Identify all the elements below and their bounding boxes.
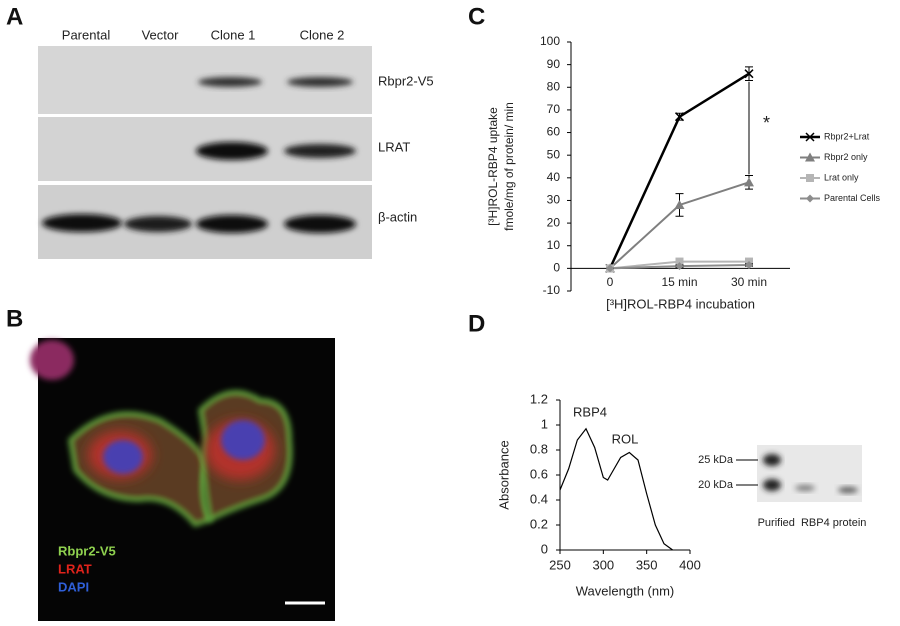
- legend-text: Rbpr2 only: [824, 152, 868, 162]
- western-blot: [38, 46, 372, 259]
- y-tick-label: 0: [541, 541, 548, 556]
- marker: [674, 199, 685, 209]
- cell: [30, 340, 74, 380]
- nucleus: [221, 420, 265, 460]
- band: [42, 214, 122, 232]
- y-tick-label: -10: [543, 283, 561, 297]
- marker: [806, 194, 814, 203]
- row-label: Rbpr2-V5: [378, 73, 434, 88]
- y-tick-label: 100: [540, 34, 560, 48]
- legend-text: Parental Cells: [824, 193, 881, 203]
- band: [198, 77, 262, 87]
- annotation: *: [763, 113, 770, 133]
- y-tick-label: 20: [547, 215, 561, 229]
- band: [838, 487, 858, 493]
- marker: [674, 112, 685, 122]
- y-tick-label: 60: [547, 125, 561, 139]
- gel: [736, 445, 862, 502]
- y-axis-label: fmole/mg of protein/ min: [502, 102, 516, 231]
- x-tick-label: 400: [679, 557, 701, 572]
- legend-text: Lrat only: [824, 172, 859, 182]
- x-tick-label: 250: [549, 557, 571, 572]
- series-line: [559, 427, 674, 551]
- y-tick-label: 0.2: [530, 516, 548, 531]
- gel-caption: Purified RBP4 protein: [758, 517, 867, 529]
- band: [287, 77, 353, 87]
- band: [284, 144, 356, 158]
- band: [196, 215, 268, 233]
- panel-letter: A: [6, 3, 23, 30]
- micrograph: [30, 338, 335, 621]
- lane-label: Clone 1: [211, 27, 256, 42]
- band: [284, 215, 356, 233]
- y-tick-label: 10: [547, 238, 561, 252]
- band: [124, 216, 192, 232]
- gel-background: [757, 445, 862, 502]
- y-tick-label: 0.4: [530, 491, 548, 506]
- marker-label: 25 kDa: [698, 454, 734, 466]
- y-tick-label: 50: [547, 147, 561, 161]
- marker: [805, 132, 815, 142]
- marker: [606, 264, 614, 273]
- row-label: LRAT: [378, 139, 410, 154]
- band: [795, 485, 815, 491]
- series-line: [608, 72, 750, 269]
- panel-letter: D: [468, 310, 485, 337]
- x-axis-label: Wavelength (nm): [576, 583, 675, 598]
- y-tick-label: 70: [547, 102, 561, 116]
- x-tick-label: 350: [636, 557, 658, 572]
- y-tick-label: 30: [547, 193, 561, 207]
- band: [196, 142, 268, 160]
- x-tick-label: 30 min: [731, 275, 767, 289]
- marker: [805, 152, 815, 162]
- band: [763, 479, 781, 491]
- marker: [744, 177, 754, 187]
- x-tick-label: 300: [592, 557, 614, 572]
- marker: [744, 69, 754, 79]
- y-tick-label: 90: [547, 57, 561, 71]
- band: [763, 454, 781, 466]
- y-tick-label: 0.6: [530, 466, 548, 481]
- y-tick-label: 0.8: [530, 441, 548, 456]
- annotation: ROL: [612, 431, 639, 446]
- marker: [806, 174, 814, 182]
- marker: [675, 262, 684, 271]
- y-tick-label: 1: [541, 416, 548, 431]
- y-tick-label: 80: [547, 79, 561, 93]
- row-label: β-actin: [378, 209, 417, 224]
- marker: [675, 257, 684, 266]
- x-tick-label: 0: [607, 275, 614, 289]
- legend-text: DAPI: [58, 579, 89, 594]
- legend-text: Rbpr2-V5: [58, 543, 116, 558]
- legend-text: Rbpr2+Lrat: [824, 131, 870, 141]
- nucleus: [103, 440, 143, 474]
- lane-label: Vector: [142, 27, 180, 42]
- panel-letter: B: [6, 305, 23, 332]
- y-tick-label: 40: [547, 170, 561, 184]
- x-tick-label: 15 min: [661, 275, 697, 289]
- marker: [745, 260, 753, 269]
- panel-letter: C: [468, 3, 485, 30]
- annotation: RBP4: [573, 404, 607, 419]
- y-axis-label: Absorbance: [496, 440, 511, 509]
- lane-label: Clone 2: [300, 27, 345, 42]
- x-axis-label: [³H]ROL-RBP4 incubation: [606, 296, 755, 311]
- y-tick-label: 1.2: [530, 391, 548, 406]
- y-axis-label: [³H]ROL-RBP4 uptake: [486, 107, 500, 226]
- y-tick-label: 0: [553, 261, 560, 275]
- marker-label: 20 kDa: [698, 479, 734, 491]
- lane-label: Parental: [62, 27, 111, 42]
- legend-text: LRAT: [58, 561, 92, 576]
